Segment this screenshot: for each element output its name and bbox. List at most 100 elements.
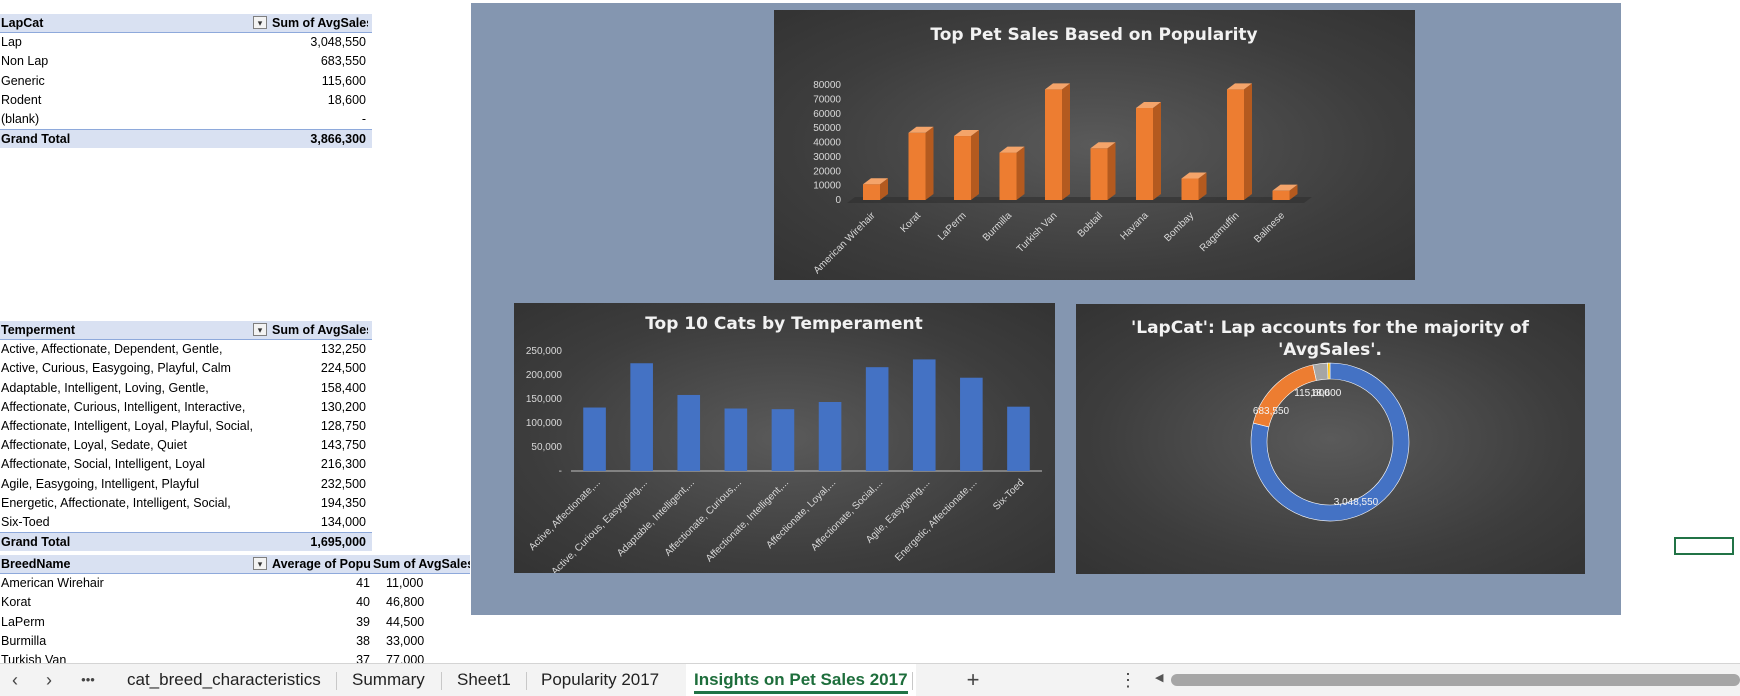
bar-6[interactable] (1136, 102, 1161, 200)
tab-insights-on-pet-sales-2017[interactable]: Insights on Pet Sales 2017 (686, 664, 916, 696)
bar-8[interactable] (960, 377, 983, 471)
bar-1[interactable] (630, 363, 653, 471)
filter-dropdown-button[interactable]: ▾ (253, 557, 267, 570)
pivot-cell[interactable]: LaPerm (1, 614, 45, 629)
pivot-cell[interactable]: Active, Affectionate, Dependent, Gentle, (1, 342, 223, 357)
chart-lapcat-doughnut[interactable]: 'LapCat': Lap accounts for the majority … (1076, 304, 1585, 574)
slice-lap[interactable] (1250, 362, 1410, 522)
pivot-cell[interactable]: - (361, 112, 366, 126)
pivot-cell[interactable]: Generic (1, 73, 45, 88)
pivot-cell[interactable]: 46,800 (386, 595, 425, 610)
pivot-cell[interactable]: 143,750 (320, 438, 366, 453)
tab-popularity-2017[interactable]: Popularity 2017 (541, 670, 660, 689)
pivot-cell[interactable]: Affectionate, Social, Intelligent, Loyal (1, 457, 206, 472)
pivot-cell[interactable]: Six-Toed (1, 515, 50, 529)
pivot-cell[interactable]: 224,500 (320, 361, 366, 376)
selected-cell[interactable] (1674, 537, 1734, 555)
pivot-cell[interactable]: Affectionate, Intelligent, Loyal, Playfu… (1, 419, 254, 433)
more-sheets-button[interactable]: ••• (81, 672, 95, 687)
pivot-cell[interactable]: 683,550 (320, 54, 366, 69)
pivot-cell[interactable]: Non Lap (1, 54, 49, 69)
tab-cat-breed-characteristics[interactable]: cat_breed_characteristics (127, 670, 321, 689)
chart-temperament[interactable]: Top 10 Cats by Temperament - 50,000 100,000… (514, 303, 1055, 573)
bar-8[interactable] (1227, 83, 1252, 200)
pivot-cell[interactable]: 232,500 (320, 476, 366, 491)
pivot-total-cell[interactable]: 1,695,000 (310, 535, 366, 550)
filter-dropdown-button[interactable]: ▾ (253, 323, 267, 336)
filter-dropdown-button[interactable]: ▾ (253, 16, 267, 29)
pivot-cell[interactable]: 132,250 (320, 342, 366, 357)
scroll-left-icon[interactable]: ◀ (1155, 672, 1164, 684)
pivot-cell[interactable]: 39 (356, 614, 370, 629)
bar-2[interactable] (954, 130, 979, 200)
bar-front[interactable] (954, 136, 971, 200)
add-sheet-button[interactable]: + (966, 667, 980, 692)
pivot-cell[interactable]: 115,600 (321, 73, 366, 88)
pivot-cell[interactable]: Korat (1, 595, 31, 610)
bar-7[interactable] (912, 359, 936, 471)
pivot-cell[interactable]: 40 (356, 595, 370, 610)
tab-sheet1[interactable]: Sheet1 (457, 670, 511, 689)
bar-5[interactable] (818, 402, 842, 471)
bar-side (971, 130, 979, 200)
pivot-cell[interactable]: 11,000 (386, 576, 424, 591)
tab-summary[interactable]: Summary (352, 670, 425, 689)
pivot-header-1: Sum of AvgSales (272, 16, 368, 30)
pivot-cell[interactable]: 41 (356, 576, 370, 591)
bar-3[interactable] (999, 146, 1025, 200)
pivot-total-cell[interactable]: Grand Total (1, 535, 71, 550)
pivot-cell[interactable]: 130,200 (320, 399, 366, 414)
next-sheet-button[interactable]: › (46, 670, 52, 690)
pivot-cell[interactable]: 128,750 (320, 419, 366, 433)
bar-9[interactable] (1007, 406, 1030, 471)
pivot-cell[interactable]: 3,048,550 (310, 35, 366, 50)
bar-front[interactable] (1227, 89, 1244, 200)
bar-front[interactable] (999, 152, 1017, 200)
pivot-cell[interactable]: Affectionate, Loyal, Sedate, Quiet (1, 438, 188, 453)
slice-rodent[interactable] (1327, 362, 1331, 380)
pivot-cell[interactable]: Active, Curious, Easygoing, Playful, Cal… (1, 361, 231, 376)
pivot-cell[interactable]: American Wirehair (1, 576, 104, 591)
pivot-cell[interactable]: 134,000 (320, 515, 366, 529)
bar-4[interactable] (1045, 83, 1070, 200)
pivot-cell[interactable]: (blank) (1, 112, 40, 126)
pivot-total-cell[interactable]: 3,866,300 (310, 132, 366, 147)
pivot-cell[interactable]: Lap (1, 35, 22, 50)
pivot-cell[interactable]: 216,300 (320, 457, 366, 472)
bar-front[interactable] (1181, 178, 1199, 200)
pivot-cell[interactable]: Adaptable, Intelligent, Loving, Gentle, (1, 380, 209, 395)
bar-4[interactable] (771, 409, 795, 471)
chart-popularity-sales[interactable]: Top Pet Sales Based on Popularity 0 10000 2… (774, 10, 1415, 280)
prev-sheet-button[interactable]: ‹ (12, 670, 18, 690)
pivot-cell[interactable]: Energetic, Affectionate, Intelligent, So… (1, 495, 231, 510)
bar-9[interactable] (1272, 184, 1298, 200)
pivot-cell[interactable]: Agile, Easygoing, Intelligent, Playful (1, 476, 200, 491)
bar-0[interactable] (863, 178, 888, 200)
pivot-cell[interactable]: 194,350 (320, 495, 366, 510)
pivot-cell[interactable]: 33,000 (386, 633, 425, 648)
scrollbar-thumb[interactable] (1171, 674, 1740, 686)
pivot-cell[interactable]: 38 (356, 633, 370, 648)
bar-front[interactable] (1045, 89, 1062, 200)
bar-front[interactable] (908, 132, 926, 200)
pivot-total-cell[interactable]: Grand Total (1, 132, 71, 147)
bar-front[interactable] (1272, 190, 1290, 200)
horizontal-scrollbar[interactable]: ◀ (1155, 672, 1740, 688)
bar-5[interactable] (1090, 142, 1116, 200)
options-button[interactable]: ⋮ (1119, 670, 1137, 690)
bar-front[interactable] (1136, 108, 1153, 200)
pivot-cell[interactable]: Rodent (1, 92, 42, 107)
bar-1[interactable] (908, 126, 934, 200)
bar-3[interactable] (724, 408, 748, 471)
bar-0[interactable] (583, 407, 606, 471)
pivot-cell[interactable]: 44,500 (386, 614, 425, 629)
bar-6[interactable] (865, 367, 889, 471)
pivot-cell[interactable]: 158,400 (320, 380, 366, 395)
pivot-cell[interactable]: Affectionate, Curious, Intelligent, Inte… (1, 399, 246, 414)
bar-front[interactable] (863, 184, 880, 200)
pivot-cell[interactable]: Burmilla (1, 633, 47, 648)
bar-front[interactable] (1090, 148, 1108, 200)
bar-7[interactable] (1181, 172, 1207, 200)
bar-2[interactable] (677, 394, 701, 471)
pivot-cell[interactable]: 18,600 (327, 92, 366, 107)
